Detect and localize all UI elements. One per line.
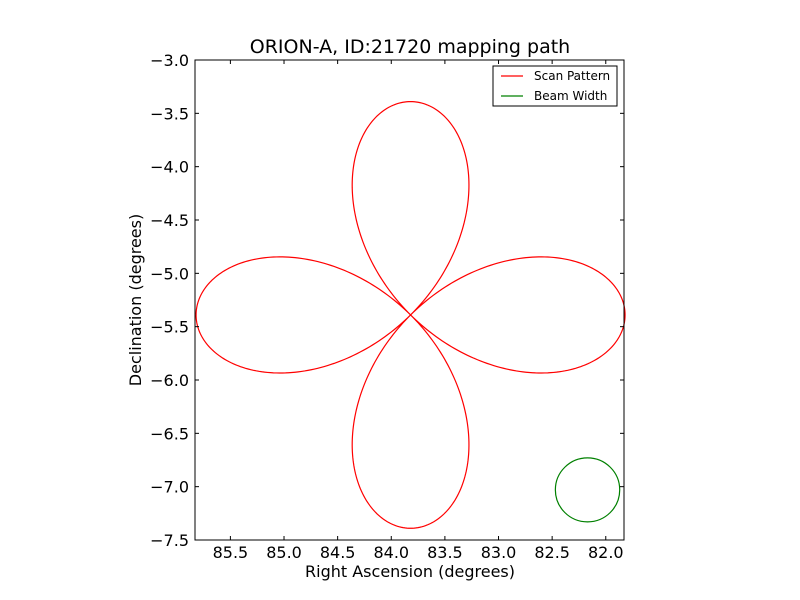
y-tick-label: −6.5 — [150, 424, 189, 443]
chart-title: ORION-A, ID:21720 mapping path — [250, 36, 570, 58]
y-tick-label: −4.0 — [150, 158, 189, 177]
x-tick-label: 84.5 — [320, 543, 356, 562]
x-tick-label: 85.0 — [266, 543, 302, 562]
y-axis-label: Declination (degrees) — [126, 214, 145, 386]
x-axis-label: Right Ascension (degrees) — [305, 562, 515, 581]
x-tick-label: 82.5 — [534, 543, 570, 562]
y-tick-label: −3.0 — [150, 51, 189, 70]
x-tick-label: 83.0 — [481, 543, 517, 562]
y-tick-label: −3.5 — [150, 104, 189, 123]
legend: Scan Pattern Beam Width — [492, 65, 618, 107]
scan-pattern-line — [195, 100, 626, 529]
ticks-layer: 85.5 85.0 84.5 84.0 83.5 83.0 82.5 82.0 −3.0 −3.5… — [150, 51, 624, 562]
y-tick-label: −7.0 — [150, 478, 189, 497]
series-layer — [195, 100, 626, 529]
y-tick-label: −7.5 — [150, 531, 189, 550]
y-tick-label: −4.5 — [150, 211, 189, 230]
x-tick-label: 82.0 — [588, 543, 624, 562]
y-tick-label: −5.5 — [150, 318, 189, 337]
y-tick-label: −5.0 — [150, 264, 189, 283]
legend-box — [492, 65, 618, 107]
beam-width-circle — [554, 457, 621, 523]
legend-label-scan-pattern: Scan Pattern — [534, 69, 610, 83]
x-tick-label: 85.5 — [213, 543, 249, 562]
x-tick-label: 84.0 — [373, 543, 409, 562]
y-tick-label: −6.0 — [150, 371, 189, 390]
x-tick-label: 83.5 — [427, 543, 463, 562]
plot-frame — [194, 59, 625, 541]
legend-label-beam-width: Beam Width — [534, 89, 607, 103]
